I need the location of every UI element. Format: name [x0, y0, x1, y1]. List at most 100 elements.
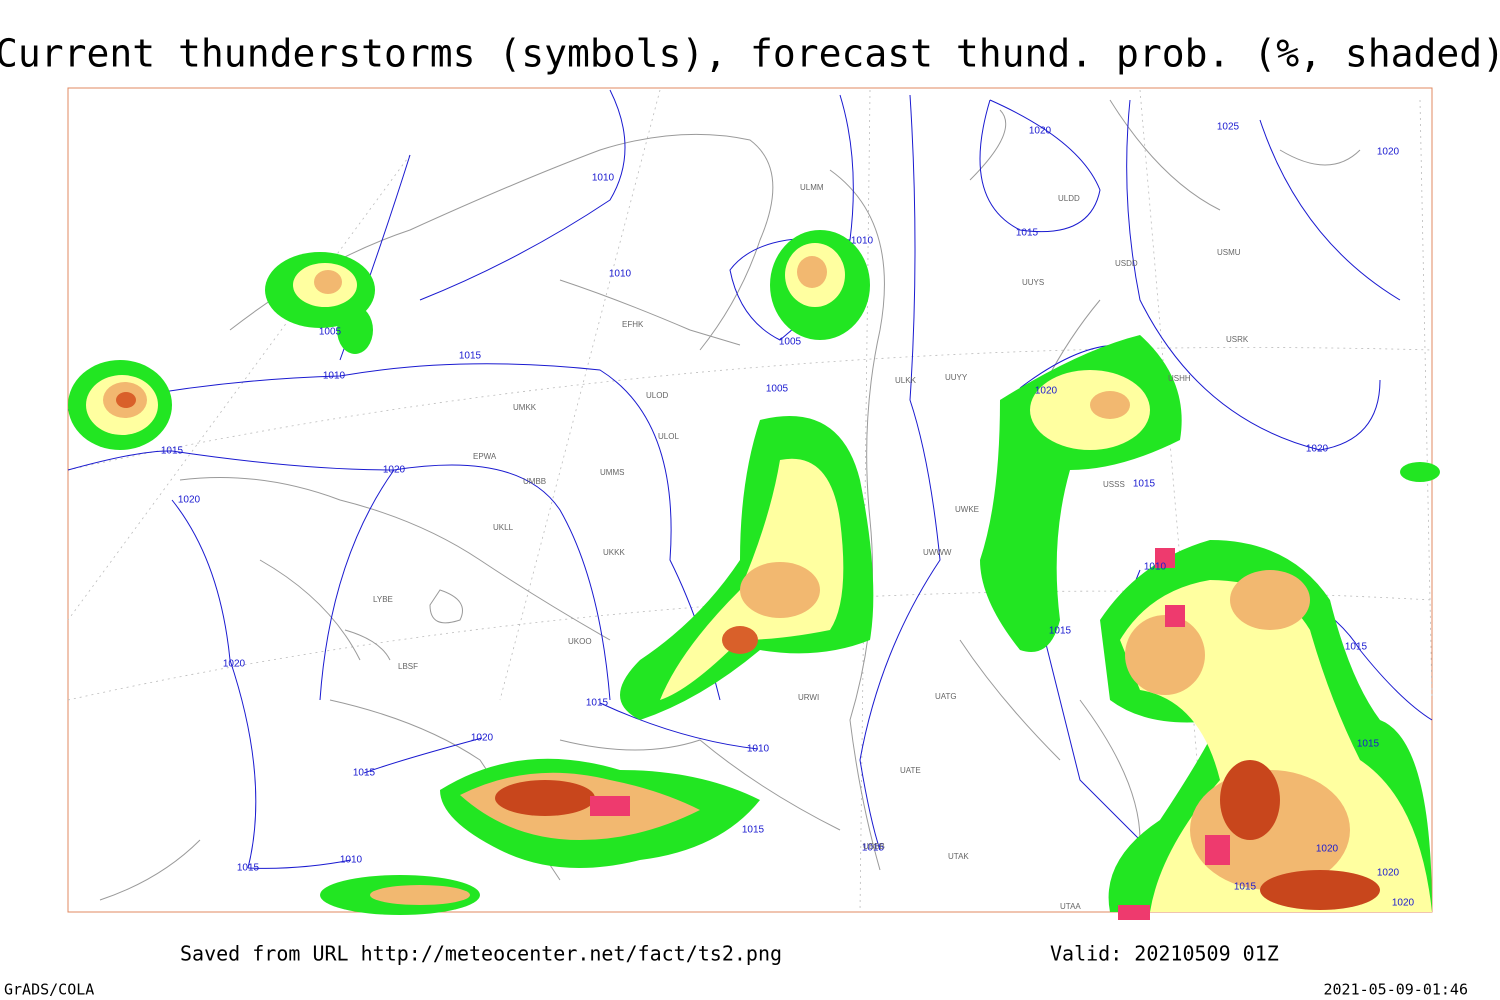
isobar-label: 1005: [779, 337, 802, 348]
station-label: UATE: [900, 766, 921, 775]
prob-high: [1125, 615, 1205, 695]
isobar-label: 1015: [1357, 739, 1380, 750]
cluster: [68, 360, 172, 450]
isobar-label: 1020: [178, 495, 201, 506]
isobar-label: 1005: [766, 384, 789, 395]
station-label: UTAK: [948, 852, 969, 861]
thunderstorm-symbols: [1155, 548, 1175, 568]
station-label: UUYY: [945, 373, 968, 382]
station-label: UUYS: [1022, 278, 1044, 287]
prob-low: [337, 306, 373, 354]
isobar-label: 1010: [747, 744, 770, 755]
prob-high: [370, 885, 470, 905]
prob-high: [1230, 570, 1310, 630]
station-label: ULOL: [658, 432, 679, 441]
station-label: USRK: [1226, 335, 1249, 344]
isobar-label: 1025: [1217, 122, 1240, 133]
station-label: UMBB: [523, 477, 546, 486]
thunderstorm-symbols: [1205, 835, 1230, 865]
software: GrADS/COLA: [4, 981, 94, 999]
station-label: USMU: [1217, 248, 1241, 257]
isobar-label: 1015: [459, 351, 482, 362]
valid-time: Valid: 20210509 01Z: [1050, 942, 1279, 966]
prob-very-high: [1220, 760, 1280, 840]
isobar-label: 1015: [353, 768, 376, 779]
prob-very-high: [1260, 870, 1380, 910]
cluster: [440, 758, 760, 868]
isobar-label: 1020: [1035, 386, 1058, 397]
station-label: USSS: [1103, 480, 1125, 489]
isobar-label: 1020: [1392, 898, 1415, 909]
prob-very-high: [116, 392, 136, 408]
thunderstorm-symbols: [590, 796, 630, 816]
isobar-label: 1015: [586, 698, 609, 709]
graticule: [67, 89, 1433, 913]
isobars: [67, 89, 1433, 869]
station-label: USDD: [1115, 259, 1138, 268]
isobar-label: 1010: [851, 236, 874, 247]
isobar-label: 1005: [319, 327, 342, 338]
isobar-label: 1020: [1377, 868, 1400, 879]
station-label: UWKE: [955, 505, 979, 514]
map-labels: 1010 1010 1010 1005 1005 1015 1010 1005 1020 1025…: [161, 122, 1415, 911]
prob-low: [1400, 462, 1440, 482]
source-url: Saved from URL http://meteocenter.net/fa…: [180, 942, 782, 966]
station-label: UMMS: [600, 468, 624, 477]
cluster: [320, 462, 1440, 915]
station-label: LYBE: [373, 595, 393, 604]
isobar-label: 1010: [592, 173, 615, 184]
station-label: URWI: [798, 693, 819, 702]
timestamp: 2021-05-09-01:46: [1324, 981, 1469, 999]
cluster: [770, 230, 870, 340]
prob-high: [797, 256, 827, 288]
isobar-label: 1020: [223, 659, 246, 670]
station-label: ULKK: [895, 376, 917, 385]
cluster: [1100, 540, 1432, 920]
station-label: ULOD: [646, 391, 668, 400]
thunderstorm-probability-shading: [68, 230, 1440, 920]
station-label: EPWA: [473, 452, 497, 461]
prob-mid: [1030, 370, 1150, 450]
station-label: ULDD: [1058, 194, 1080, 203]
prob-high: [314, 270, 342, 294]
cluster: [980, 335, 1182, 652]
isobar-label: 1010: [340, 855, 363, 866]
station-label: UMKK: [513, 403, 537, 412]
isobar-label: 1020: [1316, 844, 1339, 855]
station-label: UKOO: [568, 637, 592, 646]
thunderstorm-symbols: [1118, 905, 1150, 920]
prob-high: [740, 562, 820, 618]
station-label: UBBB: [863, 842, 885, 851]
isobar-label: 1015: [161, 446, 184, 457]
station-label: UATG: [935, 692, 957, 701]
prob-high: [1090, 391, 1130, 419]
station-label: UTAA: [1060, 902, 1081, 911]
prob-very-high: [495, 780, 595, 816]
thunderstorm-symbols: [1165, 605, 1185, 627]
station-label: LBSF: [398, 662, 418, 671]
isobar-label: 1015: [742, 825, 765, 836]
isobar-label: 1015: [237, 863, 260, 874]
isobar-label: 1010: [1144, 562, 1167, 573]
isobar-label: 1015: [862, 843, 885, 854]
station-label: UKKK: [603, 548, 625, 557]
isobar-label: 1020: [1306, 444, 1329, 455]
isobar-label: 1010: [609, 269, 632, 280]
isobar-label: 1020: [1377, 147, 1400, 158]
title: Current thunderstorms (symbols), forecas…: [0, 32, 1500, 76]
cluster: [265, 252, 375, 354]
cluster: [620, 416, 874, 720]
isobar-label: 1015: [1016, 228, 1039, 239]
isobar-label: 1015: [1133, 479, 1156, 490]
isobar-label: 1010: [323, 371, 346, 382]
isobar-label: 1015: [1234, 882, 1257, 893]
isobar-label: 1020: [383, 465, 406, 476]
station-label: UKLL: [493, 523, 514, 532]
station-label: ULMM: [800, 183, 824, 192]
station-label: UWWW: [923, 548, 952, 557]
isobar-label: 1015: [1345, 642, 1368, 653]
station-label: EFHK: [622, 320, 644, 329]
station-label: USHH: [1168, 374, 1191, 383]
border: [179, 477, 1141, 841]
